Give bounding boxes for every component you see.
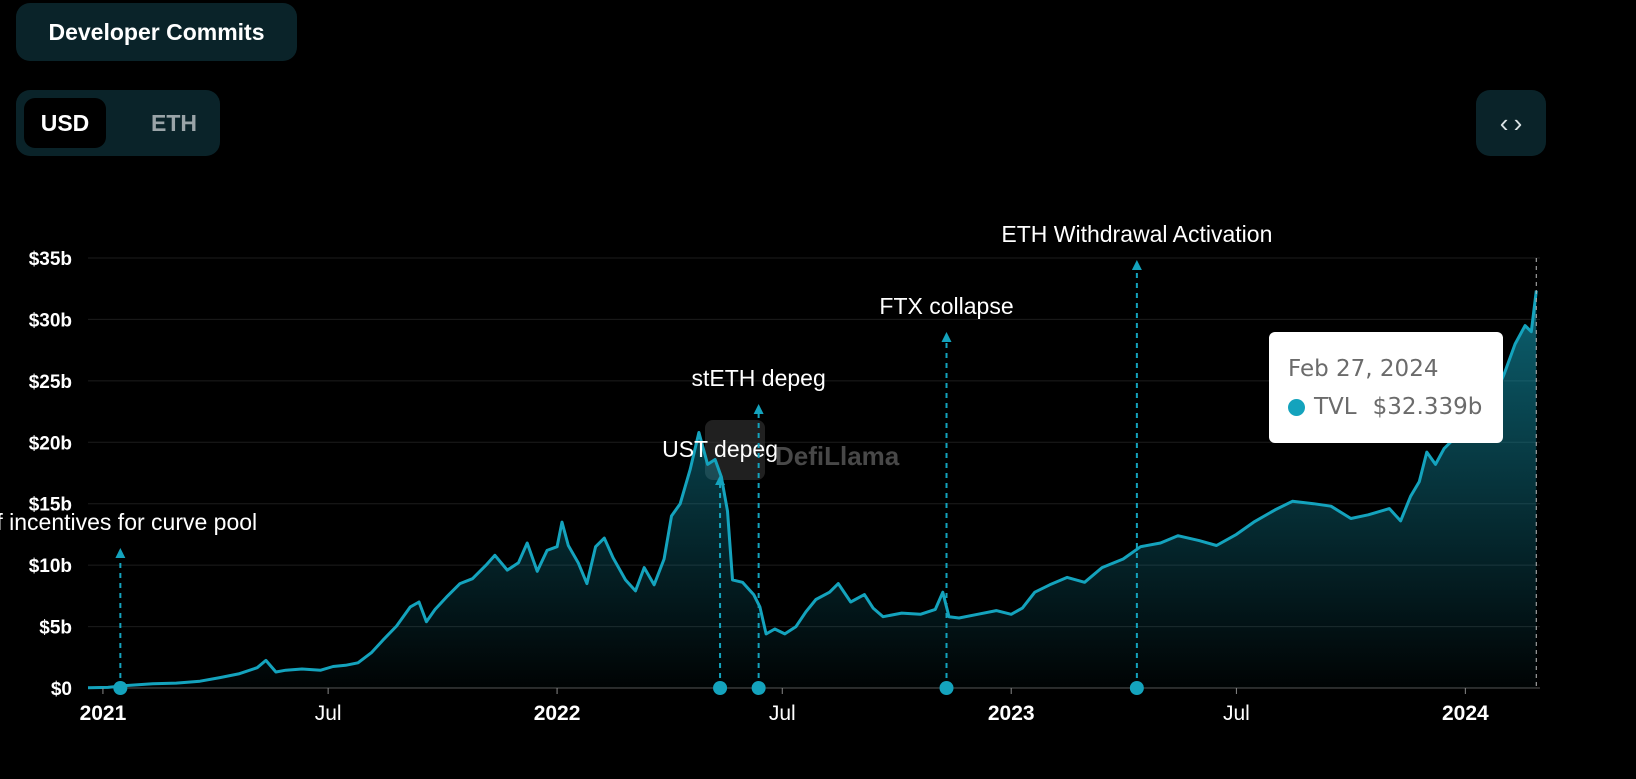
y-tick-label: $0 xyxy=(51,679,72,700)
y-tick-label: $15b xyxy=(29,495,72,516)
series-dot-icon xyxy=(1288,398,1305,416)
chart-tooltip: Feb 27, 2024 TVL $32.339b xyxy=(1269,332,1503,443)
x-tick-label: 2021 xyxy=(80,702,127,725)
watermark-text: DefiLlama xyxy=(775,441,900,471)
y-tick-label: $25b xyxy=(29,372,72,393)
event-marker[interactable]: ETH Withdrawal Activation xyxy=(1001,221,1272,695)
x-tick-label: 2022 xyxy=(534,702,581,725)
event-dot xyxy=(939,681,954,695)
event-label: of incentives for curve pool xyxy=(0,509,257,535)
currency-eth-option[interactable]: ETH xyxy=(151,109,197,136)
x-tick-label: Jul xyxy=(769,702,796,725)
y-tick-label: $30b xyxy=(29,310,72,331)
event-dot xyxy=(1129,681,1144,695)
developer-commits-button[interactable]: Developer Commits xyxy=(16,3,297,61)
event-label: ETH Withdrawal Activation xyxy=(1001,221,1272,247)
tooltip-date: Feb 27, 2024 xyxy=(1288,356,1439,382)
y-tick-label: $35b xyxy=(29,249,72,270)
event-label: FTX collapse xyxy=(879,293,1013,319)
event-annotations: of incentives for curve pool UST depeg stE… xyxy=(0,221,1272,695)
embed-button[interactable]: ‹ › xyxy=(1476,90,1546,156)
defillama-watermark: DefiLlama xyxy=(705,420,900,480)
y-tick-label: $20b xyxy=(29,433,72,454)
currency-toggle: USD ETH xyxy=(16,90,220,156)
event-marker[interactable]: FTX collapse xyxy=(879,293,1014,695)
event-marker[interactable]: stETH depeg xyxy=(692,365,826,695)
x-tick-label: Jul xyxy=(1223,702,1250,725)
x-tick-label: Jul xyxy=(315,702,342,725)
event-dot xyxy=(713,681,728,695)
tooltip-series-name: TVL xyxy=(1314,394,1357,420)
tvl-area xyxy=(88,290,1537,688)
event-dot xyxy=(113,681,128,695)
tvl-series xyxy=(87,258,1538,690)
y-tick-label: $10b xyxy=(29,556,72,577)
event-label: stETH depeg xyxy=(692,365,826,391)
y-tick-label: $5b xyxy=(39,618,72,639)
event-dot xyxy=(751,681,766,695)
code-brackets-icon: ‹ › xyxy=(1499,107,1523,138)
tvl-line xyxy=(87,290,1538,690)
x-tick-label: 2023 xyxy=(988,702,1035,725)
grid-lines xyxy=(88,257,1540,689)
tooltip-row: TVL $32.339b xyxy=(1288,394,1482,420)
currency-usd-option[interactable]: USD xyxy=(24,98,106,148)
event-label: UST depeg xyxy=(662,436,778,462)
x-tick-label: 2024 xyxy=(1442,702,1489,725)
event-marker[interactable]: of incentives for curve pool xyxy=(0,509,257,695)
tooltip-value: $32.339b xyxy=(1372,394,1483,420)
axes: $0 $5b $10b $15b $20b $25b $30b $35b 2021 Jul 2022… xyxy=(29,249,1489,725)
